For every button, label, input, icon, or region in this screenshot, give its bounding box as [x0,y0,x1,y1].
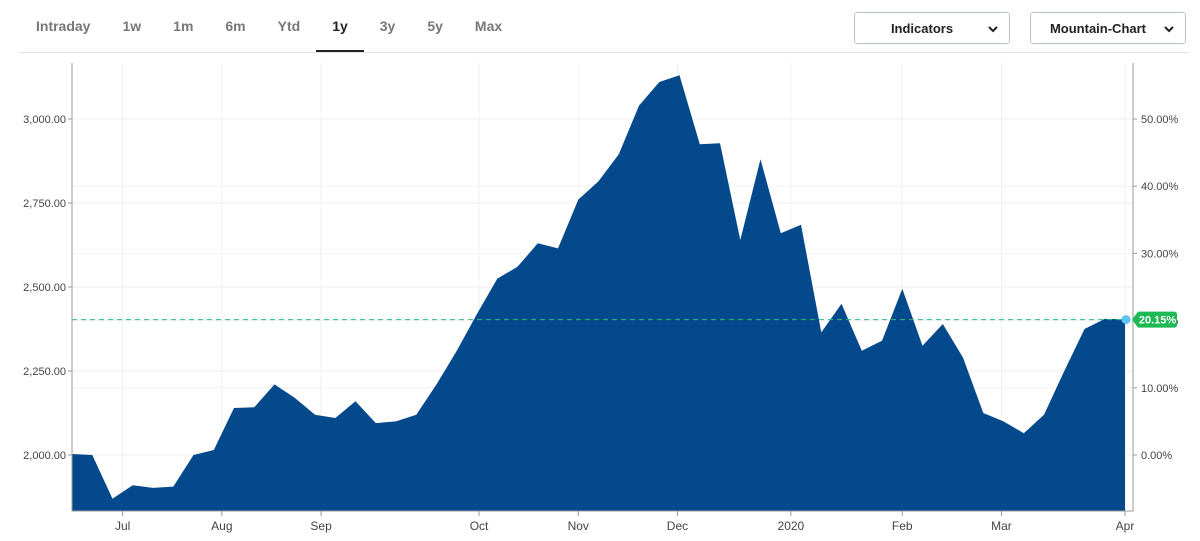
tab-5y[interactable]: 5y [427,18,443,34]
right-tick-label: 30.00% [1141,248,1179,260]
right-axis-ticks: 0.00%10.00%20.00%30.00%40.00%50.00% [1133,114,1179,462]
badge-text: 20.15% [1139,315,1177,327]
tab-max[interactable]: Max [474,18,503,34]
chevron-down-icon [1164,26,1174,33]
bottom-tick-label: Apr [1116,519,1135,533]
tab-6m[interactable]: 6m [225,18,246,34]
price-area [72,75,1125,512]
right-tick-label: 40.00% [1141,181,1179,193]
left-tick-label: 2,000.00 [23,450,66,462]
tab-1y[interactable]: 1y [316,0,364,52]
bottom-tick-label: Feb [892,519,913,533]
chart-type-dropdown-label: Mountain-Chart [1049,20,1147,36]
tab-3y[interactable]: 3y [379,18,396,34]
bottom-tick-label: Dec [667,519,688,533]
left-axis-ticks: 2,000.00 2,250.00 2,500.00 2,750.00 3,000.00 [23,114,72,462]
badge-background [1132,311,1177,328]
left-tick-label: 2,250.00 [23,366,66,378]
tab-1m[interactable]: 1m [173,18,194,34]
left-tick-label: 3,000.00 [23,114,66,126]
right-tick-label: 10.00% [1141,383,1179,395]
indicators-dropdown-label: Indicators [890,20,954,36]
indicators-dropdown[interactable]: Indicators [854,12,1010,44]
right-tick-label: 0.00% [1141,450,1172,462]
tab-ytd[interactable]: Ytd [277,18,301,34]
bottom-tick-label: Sep [310,519,332,533]
left-tick-label: 2,500.00 [23,282,66,294]
chart-type-dropdown[interactable]: Mountain-Chart [1030,12,1186,44]
tab-intraday[interactable]: Intraday [36,18,91,34]
bottom-tick-label: 2020 [778,519,805,533]
current-value-marker [1121,315,1131,325]
bottom-axis-ticks: JulAugSepOctNovDec2020FebMarAprMayJun [115,511,1135,533]
bottom-tick-label: Mar [991,519,1012,533]
chevron-down-icon [988,26,998,33]
bottom-tick-label: Nov [568,519,589,533]
timeframe-tabs: Intraday 1w 1m 6m Ytd 1y 3y 5y Max [20,0,518,52]
header-divider [20,52,1188,53]
tab-1w[interactable]: 1w [122,18,142,34]
bottom-tick-label: Oct [470,519,489,533]
bottom-tick-label: Jul [115,519,130,533]
right-tick-label: 50.00% [1141,114,1179,126]
current-change-badge: 20.15% [1132,311,1177,328]
left-tick-label: 2,750.00 [23,198,66,210]
bottom-tick-label: Aug [211,519,232,533]
